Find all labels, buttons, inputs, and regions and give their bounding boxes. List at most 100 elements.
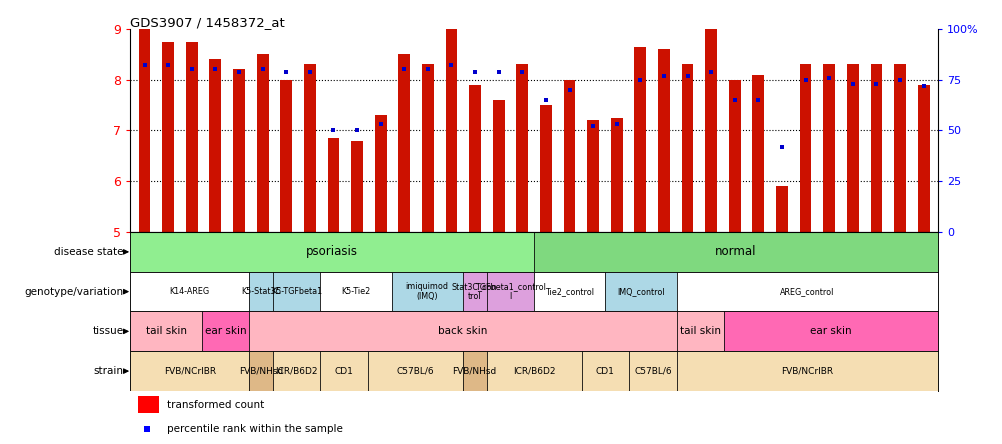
Bar xyxy=(304,64,316,232)
Bar xyxy=(563,79,575,232)
Point xyxy=(915,82,931,89)
Point xyxy=(584,123,600,130)
Bar xyxy=(610,118,622,232)
Point xyxy=(136,62,152,69)
Bar xyxy=(723,312,937,351)
Text: K14-AREG: K14-AREG xyxy=(169,287,209,296)
Text: back skin: back skin xyxy=(438,326,487,337)
Bar xyxy=(676,272,937,312)
Bar xyxy=(846,64,858,232)
Text: FVB/NCrIBR: FVB/NCrIBR xyxy=(781,367,833,376)
Text: psoriasis: psoriasis xyxy=(306,246,358,258)
Bar xyxy=(657,49,669,232)
Text: transformed count: transformed count xyxy=(166,400,264,409)
Bar xyxy=(486,272,534,312)
Bar xyxy=(870,64,882,232)
Bar xyxy=(351,141,363,232)
Bar xyxy=(273,272,320,312)
Point xyxy=(608,121,624,128)
Point xyxy=(678,72,694,79)
Bar xyxy=(248,272,273,312)
Bar xyxy=(486,351,581,391)
Point xyxy=(655,72,671,79)
Text: ear skin: ear skin xyxy=(204,326,245,337)
Text: tail skin: tail skin xyxy=(679,326,720,337)
Bar xyxy=(130,312,201,351)
Point xyxy=(396,66,412,73)
Text: percentile rank within the sample: percentile rank within the sample xyxy=(166,424,343,434)
Bar xyxy=(445,29,457,232)
Text: ICR/B6D2: ICR/B6D2 xyxy=(276,367,318,376)
Text: CD1: CD1 xyxy=(595,367,614,376)
Bar xyxy=(320,351,368,391)
Bar xyxy=(257,54,269,232)
Text: GDS3907 / 1458372_at: GDS3907 / 1458372_at xyxy=(130,16,285,29)
Text: K5-Tie2: K5-Tie2 xyxy=(341,287,371,296)
Point xyxy=(207,66,223,73)
Bar xyxy=(516,64,528,232)
Bar xyxy=(130,351,248,391)
Point xyxy=(160,62,176,69)
Text: Stat3C_con
trol: Stat3C_con trol xyxy=(452,282,497,301)
Point xyxy=(255,66,271,73)
Point xyxy=(278,68,294,75)
Text: ICR/B6D2: ICR/B6D2 xyxy=(512,367,555,376)
Bar xyxy=(752,75,764,232)
Bar xyxy=(469,85,481,232)
Bar xyxy=(328,138,339,232)
Text: tail skin: tail skin xyxy=(145,326,186,337)
Point xyxy=(514,68,530,75)
Text: FVB/NHsd: FVB/NHsd xyxy=(238,367,283,376)
Bar xyxy=(776,186,788,232)
Text: FVB/NCrIBR: FVB/NCrIBR xyxy=(163,367,215,376)
Bar xyxy=(375,115,386,232)
Text: K5-Stat3C: K5-Stat3C xyxy=(240,287,281,296)
Bar xyxy=(728,79,739,232)
Bar xyxy=(628,351,676,391)
Text: imiquimod
(IMQ): imiquimod (IMQ) xyxy=(406,282,448,301)
Bar xyxy=(209,59,221,232)
Point xyxy=(373,121,389,128)
Text: genotype/variation: genotype/variation xyxy=(24,287,123,297)
Point xyxy=(443,62,459,69)
Point xyxy=(749,96,766,103)
Bar xyxy=(232,70,244,232)
Bar xyxy=(185,42,197,232)
Bar xyxy=(534,232,937,272)
Text: ear skin: ear skin xyxy=(810,326,851,337)
Point xyxy=(702,68,718,75)
Point xyxy=(891,76,907,83)
Bar xyxy=(634,47,645,232)
Text: TGFbeta1_control
l: TGFbeta1_control l xyxy=(474,282,545,301)
Bar xyxy=(893,64,905,232)
Bar xyxy=(130,232,534,272)
Bar xyxy=(398,54,410,232)
Point xyxy=(349,127,365,134)
Bar xyxy=(534,272,605,312)
Text: CD1: CD1 xyxy=(335,367,353,376)
Point xyxy=(726,96,742,103)
Point xyxy=(302,68,318,75)
Text: tissue: tissue xyxy=(92,326,123,337)
Text: Tie2_control: Tie2_control xyxy=(545,287,593,296)
Text: C57BL/6: C57BL/6 xyxy=(396,367,434,376)
Point xyxy=(138,425,154,432)
Bar xyxy=(162,42,174,232)
Bar xyxy=(676,312,723,351)
Point xyxy=(868,80,884,87)
Point xyxy=(631,76,647,83)
Point xyxy=(797,76,813,83)
Bar xyxy=(492,100,504,232)
Text: AREG_control: AREG_control xyxy=(780,287,834,296)
Text: strain: strain xyxy=(93,366,123,376)
Bar xyxy=(201,312,248,351)
Point xyxy=(467,68,483,75)
Bar xyxy=(462,272,486,312)
Point xyxy=(230,68,246,75)
Text: IMQ_control: IMQ_control xyxy=(616,287,664,296)
Point xyxy=(821,74,837,81)
Bar xyxy=(422,64,433,232)
Bar xyxy=(391,272,462,312)
Bar xyxy=(823,64,835,232)
Point xyxy=(490,68,506,75)
